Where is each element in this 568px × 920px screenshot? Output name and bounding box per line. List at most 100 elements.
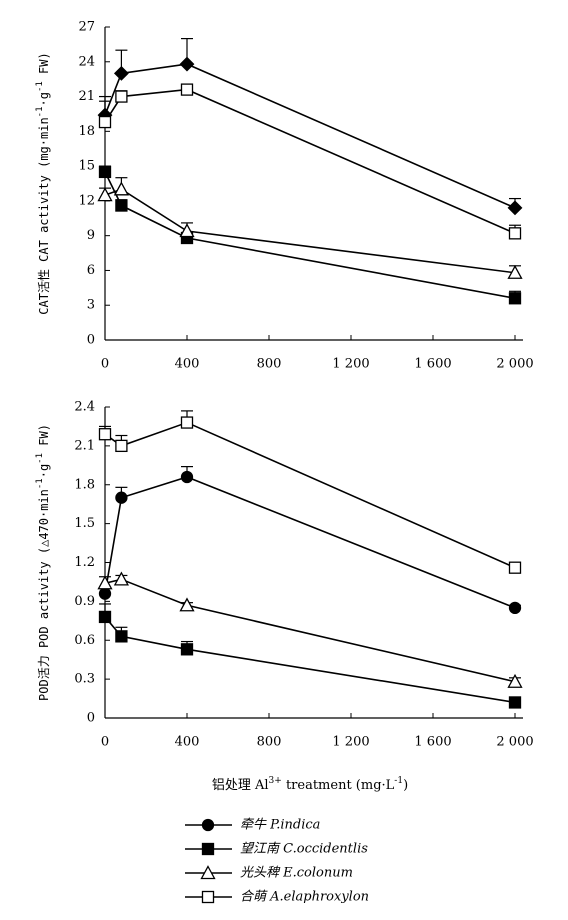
legend-item: 牵牛 P.indica (185, 818, 320, 833)
x-tick-label: 800 (257, 735, 282, 750)
label-part: ·g (37, 464, 51, 478)
series-line (104, 421, 516, 569)
y-tick-label: 24 (78, 54, 95, 69)
marker (508, 561, 522, 574)
marker (180, 470, 194, 484)
y-tick-label: 21 (78, 89, 95, 104)
x-tick-label: 1 200 (332, 357, 369, 372)
y-tick-label: 27 (78, 20, 95, 35)
marker (98, 428, 112, 441)
legend-marker (201, 842, 215, 856)
marker (508, 292, 522, 305)
series-line (104, 578, 516, 683)
marker (97, 575, 113, 590)
series-line (104, 63, 516, 209)
y-tick-label: 2.1 (74, 438, 95, 453)
y-tick-label: 1.2 (74, 555, 95, 570)
x-tick-label: 1 200 (332, 735, 369, 750)
label-part: FW) (37, 52, 51, 81)
axis-label: 铝处理 Al3+ treatment (mg·L-1) (212, 776, 408, 793)
marker (507, 264, 523, 279)
label-part: ) (403, 778, 408, 793)
y-tick-label: 3 (87, 298, 95, 313)
marker (113, 571, 129, 586)
series-line (104, 476, 516, 609)
axis-label: POD活力 POD activity (△470·min-1·g-1 FW) (35, 424, 51, 701)
x-tick-label: 400 (175, 735, 200, 750)
legend-item: 光头稗 E.colonum (185, 865, 353, 881)
marker (179, 597, 195, 612)
label-part: FW) (37, 424, 51, 453)
superscript: -1 (35, 453, 45, 464)
label-part: CAT活性 CAT activity (mg·min (37, 117, 51, 314)
y-tick-label: 1.5 (74, 516, 95, 531)
marker (180, 416, 194, 429)
x-tick-label: 1 600 (414, 735, 451, 750)
superscript: 3+ (269, 776, 282, 786)
marker (98, 115, 112, 129)
marker (180, 83, 194, 96)
legend-label: 牵牛 P.indica (240, 818, 320, 833)
x-tick-label: 0 (101, 357, 109, 372)
y-tick-label: 1.8 (74, 477, 95, 492)
legend-marker (201, 818, 215, 832)
series-line (104, 616, 516, 704)
legend-marker (200, 865, 216, 880)
series-line (104, 88, 516, 235)
label-part: treatment (mg·L (282, 778, 395, 793)
marker (98, 610, 112, 624)
marker (115, 90, 128, 103)
marker (98, 587, 112, 600)
legend-label: 合萌 A.elaphroxylon (240, 890, 369, 905)
x-tick-label: 400 (175, 357, 200, 372)
marker (507, 673, 523, 688)
y-tick-label: 18 (78, 124, 95, 139)
y-tick-label: 0.6 (74, 633, 95, 648)
marker (113, 65, 129, 81)
superscript: -1 (35, 106, 45, 117)
x-tick-label: 0 (101, 735, 109, 750)
y-tick-label: 9 (87, 228, 95, 243)
y-tick-label: 0.9 (74, 594, 95, 609)
x-tick-label: 2 000 (496, 735, 533, 750)
y-tick-label: 0 (87, 711, 95, 726)
legend-marker (201, 890, 215, 904)
y-tick-label: 2.4 (74, 400, 95, 415)
y-tick-label: 0.3 (74, 672, 95, 687)
axis-label: CAT活性 CAT activity (mg·min-1·g-1 FW) (35, 52, 51, 314)
label-part: POD活力 POD activity (△470·min (37, 489, 51, 701)
series-line (104, 171, 516, 300)
y-tick-label: 15 (78, 159, 95, 174)
label-part: ·g (37, 92, 51, 106)
marker (508, 601, 522, 615)
y-tick-label: 0 (87, 333, 95, 348)
marker (508, 696, 522, 709)
marker (508, 227, 522, 240)
marker (115, 630, 128, 643)
legend-label: 望江南 C.occidentlis (240, 842, 368, 857)
legend-item: 望江南 C.occidentlis (185, 842, 368, 857)
legend-label: 光头稗 E.colonum (240, 866, 353, 881)
y-tick-label: 12 (78, 193, 95, 208)
marker (97, 187, 113, 202)
marker (115, 199, 128, 212)
label-part: 铝处理 Al (212, 778, 269, 793)
x-tick-label: 1 600 (414, 357, 451, 372)
legend-item: 合萌 A.elaphroxylon (185, 890, 369, 905)
y-tick-label: 6 (87, 263, 95, 278)
superscript: -1 (35, 81, 45, 92)
marker (113, 181, 129, 196)
series-line (104, 188, 516, 274)
marker (507, 200, 523, 216)
marker (179, 223, 195, 238)
x-tick-label: 2 000 (496, 357, 533, 372)
superscript: -1 (394, 776, 403, 786)
marker (179, 56, 195, 72)
marker (180, 643, 194, 656)
marker (115, 491, 128, 504)
marker (115, 439, 128, 453)
superscript: -1 (35, 478, 45, 489)
marker (98, 165, 112, 179)
x-tick-label: 800 (257, 357, 282, 372)
